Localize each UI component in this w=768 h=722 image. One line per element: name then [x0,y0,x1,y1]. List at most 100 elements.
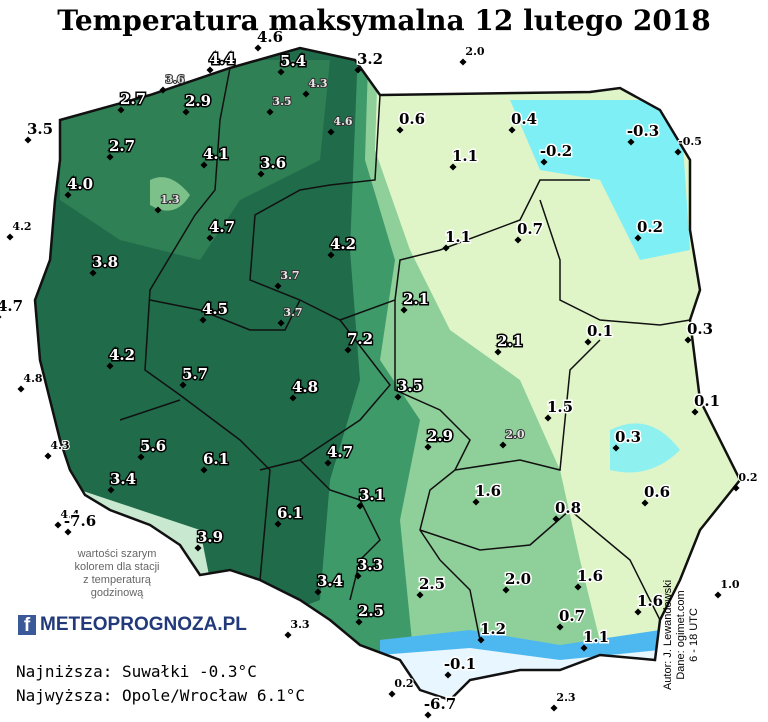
station-marker [44,452,52,460]
station-marker [627,138,635,146]
station-value: -0.1 [444,655,476,673]
station-value: 1.1 [445,228,471,246]
station-value: 3.7 [283,306,302,319]
station-marker [641,499,649,507]
station-marker [477,636,485,644]
station-value: 2.5 [358,602,384,620]
station-marker [544,414,552,422]
credit-line: 6 - 18 UTC [688,608,700,662]
station-value: 1.2 [480,620,506,638]
station-marker [64,191,72,199]
station-marker [64,528,72,536]
region-borders [119,67,691,641]
station-marker [327,128,335,136]
station-marker [732,484,740,492]
station-value: 3.7 [280,269,299,282]
station-marker [289,394,297,402]
station-marker [449,163,457,171]
station-value: 0.6 [399,110,425,128]
station-marker [200,161,208,169]
station-marker [556,623,564,631]
station-value: 0.3 [687,320,713,338]
logo: f METEOPROGNOZA.PL [18,614,247,636]
station-value: 6.1 [277,504,303,522]
station-marker [674,148,682,156]
station-marker [354,66,362,74]
station-value: -0.5 [678,135,702,148]
station-marker [182,108,190,116]
station-value: 4.4 [60,508,79,521]
station-marker [424,443,432,451]
station-marker [499,441,507,449]
station-value: 2.3 [556,691,575,704]
station-marker [574,583,582,591]
station-marker [502,586,510,594]
station-marker [424,711,432,719]
station-marker [277,68,285,76]
note-line: z temperaturą [83,574,151,586]
station-marker [302,90,310,98]
station-value: 4.7 [209,218,235,236]
station-value: 3.3 [357,556,383,574]
station-marker [355,618,363,626]
station-value: 3.3 [290,618,309,631]
station-value: 4.2 [109,346,135,364]
note-line: kolorem dla stacji [74,561,160,573]
station-marker [442,244,450,252]
station-value: 0.1 [694,392,720,410]
station-marker [254,44,262,52]
station-value: 1.5 [547,398,573,416]
station-value: 4.3 [308,77,327,90]
station-value: 0.7 [559,607,585,625]
station-value: 4.6 [333,115,352,128]
station-value: 3.4 [317,572,343,590]
station-value: 6.1 [203,450,229,468]
station-marker [179,381,187,389]
station-value: 4.0 [67,175,93,193]
station-value: 0.3 [615,428,641,446]
title: Temperatura maksymalna 12 lutego 2018 [57,4,711,37]
station-value: 0.6 [644,483,670,501]
station-value: 2.7 [109,137,135,155]
station-value: 0.4 [511,110,537,128]
station-value: 5.7 [182,365,208,383]
station-marker [550,704,558,712]
station-value: 2.1 [403,290,429,308]
station-value: 2.7 [120,90,146,108]
note-line: wartości szarym [77,548,157,560]
station-value: 3.5 [27,120,53,138]
station-value: 4.6 [257,28,283,46]
logo-text: METEOPROGNOZA.PL [40,614,247,635]
station-marker [324,459,332,467]
station-marker [634,608,642,616]
station-value: 3.6 [165,73,184,86]
station-value: 4.7 [0,297,23,315]
station-marker [388,690,396,698]
station-marker [277,319,285,327]
station-marker [206,234,214,242]
station-value: 3.4 [110,470,136,488]
station-marker [514,236,522,244]
note-line: godzinową [90,587,144,599]
station-value: 4.2 [330,235,356,253]
station-value: 4.4 [209,50,235,68]
station-value: 3.1 [359,486,385,504]
station-value: 2.0 [465,45,484,58]
station-marker [154,206,162,214]
station-value: 2.5 [419,575,445,593]
logo-icon: f [18,615,36,636]
station-marker [89,269,97,277]
station-marker [540,158,548,166]
station-marker [394,393,402,401]
station-value: 1.3 [160,193,179,206]
station-value: -0.3 [627,122,659,140]
station-value: 1.1 [452,147,478,165]
station-marker [54,521,62,529]
station-marker [106,362,114,370]
station-marker [106,153,114,161]
station-marker [508,126,516,134]
summary: Najniższa: Suwałki -0.3°C Najwyższa: Opol… [16,660,305,708]
station-marker [107,486,115,494]
